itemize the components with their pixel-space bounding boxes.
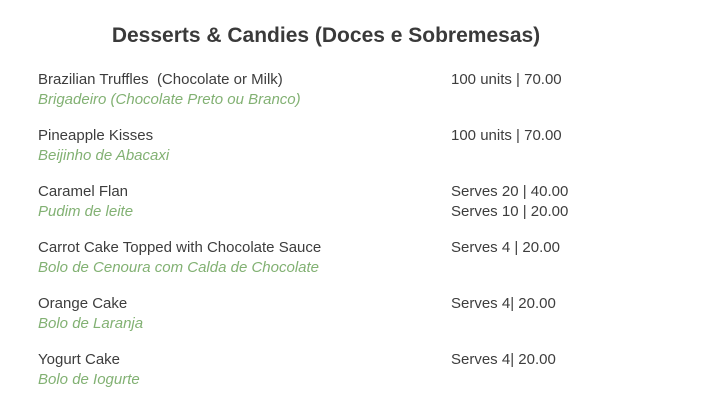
item-price: Serves 4| 20.00 — [451, 351, 556, 368]
item-price: Serves 20 | 40.00 — [451, 183, 569, 200]
item-name-column: Pineapple Kisses Beijinho de Abacaxi — [38, 126, 451, 166]
item-name-column: Brazilian Truffles (Chocolate or Milk) B… — [38, 70, 451, 110]
item-price-column: Serves 4 | 20.00 — [451, 238, 560, 258]
item-name-pt: Bolo de Iogurte — [38, 371, 140, 388]
menu-item-row: Brazilian Truffles (Chocolate or Milk) B… — [0, 70, 708, 110]
item-name-pt: Bolo de Cenoura com Calda de Chocolate — [38, 259, 320, 276]
item-name-column: Yogurt Cake Bolo de Iogurte — [38, 350, 451, 390]
item-name-pt: Brigadeiro (Chocolate Preto ou Branco) — [38, 91, 301, 108]
item-name-en: Yogurt Cake — [38, 351, 121, 368]
menu-item-row: Yogurt Cake Bolo de Iogurte Serves 4| 20… — [0, 350, 708, 390]
item-name-en: Pineapple Kisses — [38, 127, 154, 144]
menu-list: Brazilian Truffles (Chocolate or Milk) B… — [0, 70, 708, 390]
item-name-pt: Pudim de leite — [38, 203, 134, 220]
item-price-column: 100 units | 70.00 — [451, 70, 562, 90]
menu-item-row: Pineapple Kisses Beijinho de Abacaxi 100… — [0, 126, 708, 166]
item-price-column: Serves 4| 20.00 — [451, 350, 556, 370]
item-price-column: 100 units | 70.00 — [451, 126, 562, 146]
menu-item-row: Caramel Flan Pudim de leite Serves 20 | … — [0, 182, 708, 222]
menu-item-row: Orange Cake Bolo de Laranja Serves 4| 20… — [0, 294, 708, 334]
item-price: 100 units | 70.00 — [451, 127, 562, 144]
item-name-en: Orange Cake — [38, 295, 128, 312]
item-price: 100 units | 70.00 — [451, 71, 562, 88]
menu-item-row: Carrot Cake Topped with Chocolate Sauce … — [0, 238, 708, 278]
item-name-column: Caramel Flan Pudim de leite — [38, 182, 451, 222]
item-name-en: Brazilian Truffles (Chocolate or Milk) — [38, 71, 283, 88]
item-name-en: Caramel Flan — [38, 183, 129, 200]
item-name-en: Carrot Cake Topped with Chocolate Sauce — [38, 239, 322, 256]
item-name-pt: Beijinho de Abacaxi — [38, 147, 170, 164]
item-name-column: Carrot Cake Topped with Chocolate Sauce … — [38, 238, 451, 278]
item-name-pt: Bolo de Laranja — [38, 315, 144, 332]
item-name-column: Orange Cake Bolo de Laranja — [38, 294, 451, 334]
item-price-column: Serves 4| 20.00 — [451, 294, 556, 314]
page-title: Desserts & Candies (Doces e Sobremesas) — [111, 24, 541, 47]
item-price: Serves 10 | 20.00 — [451, 203, 569, 220]
item-price: Serves 4| 20.00 — [451, 295, 556, 312]
item-price-column: Serves 20 | 40.00 Serves 10 | 20.00 — [451, 182, 568, 222]
item-price: Serves 4 | 20.00 — [451, 239, 560, 256]
